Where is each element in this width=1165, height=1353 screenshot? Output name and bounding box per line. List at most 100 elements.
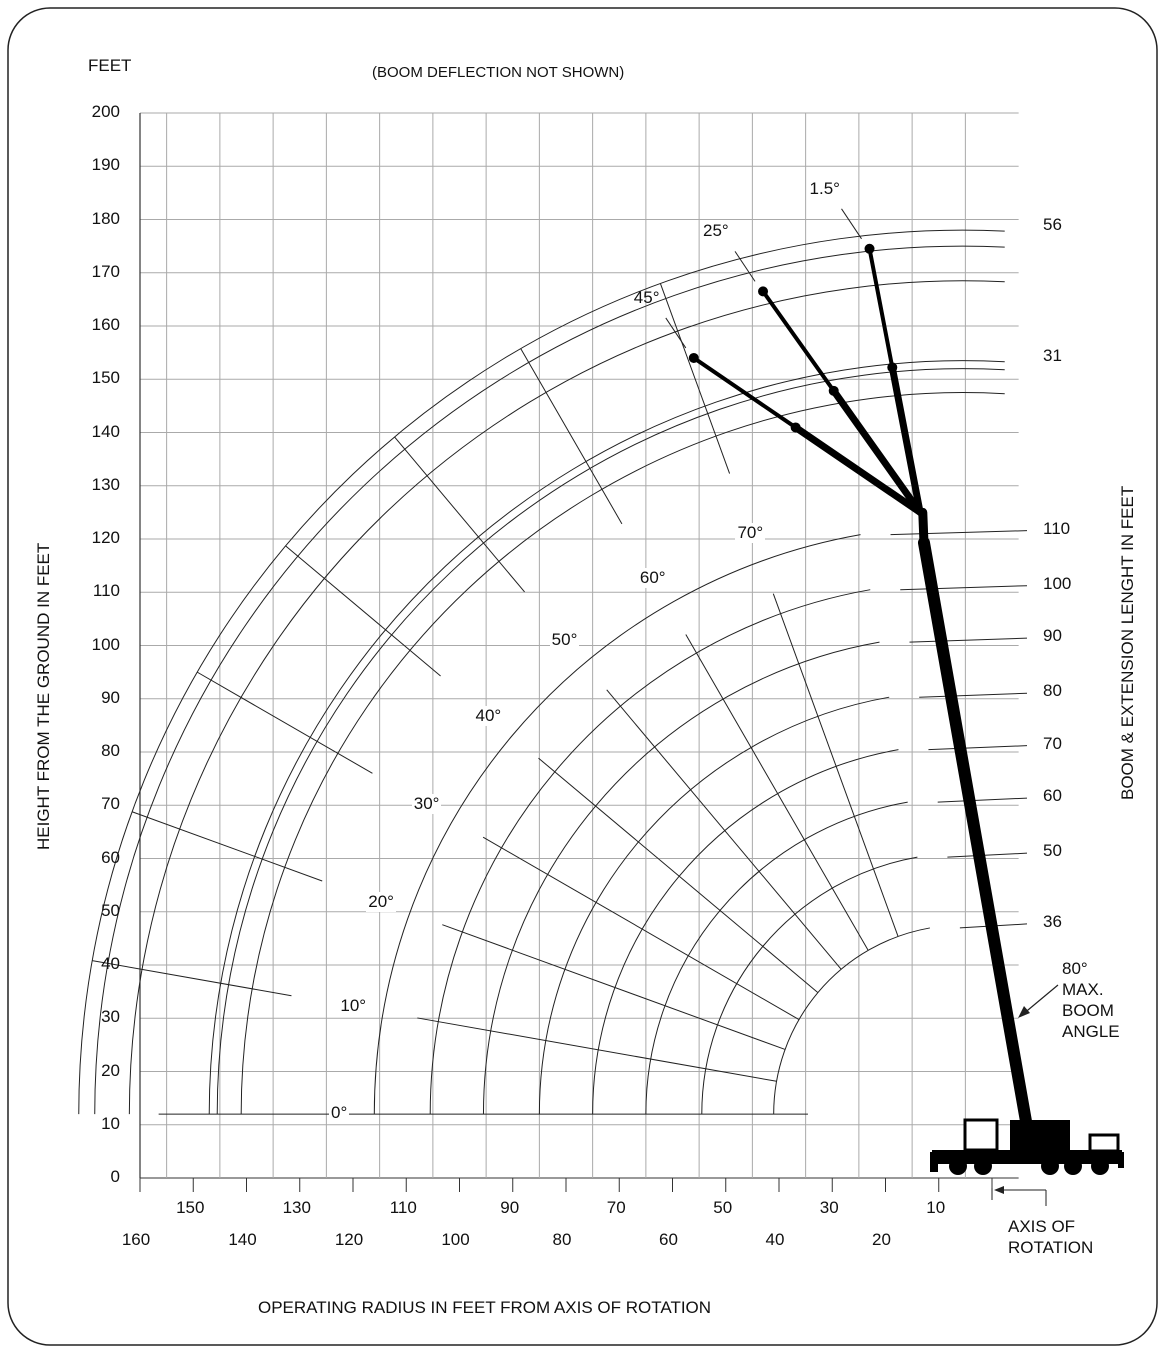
boom-length-leader xyxy=(919,692,1028,698)
x-tick-label: 50 xyxy=(713,1198,733,1217)
max-boom-angle-line: 80° xyxy=(1062,959,1088,978)
max-boom-angle-line: MAX. xyxy=(1062,980,1104,999)
extension-tip xyxy=(688,352,699,363)
boom-angle-label: 60° xyxy=(637,568,668,589)
x-tick-label: 90 xyxy=(500,1198,520,1217)
extension-tip xyxy=(758,286,769,297)
boom-angle-label: 40° xyxy=(473,706,504,727)
y-tick-label: 0 xyxy=(110,1167,120,1186)
boom-angle-label: 50° xyxy=(549,629,580,650)
y-tick-label: 60 xyxy=(101,847,120,867)
boom-angle-line xyxy=(196,671,373,774)
y-tick-label: 200 xyxy=(91,102,120,121)
boom-angle-line xyxy=(482,836,800,1021)
truck-wheel xyxy=(1041,1157,1059,1175)
boom-length-label: 100 xyxy=(1043,573,1072,593)
extension-tip xyxy=(864,243,875,254)
boom-angle-line xyxy=(772,593,899,937)
boom-angle-label: 0° xyxy=(329,1103,350,1124)
x-tick-label: 70 xyxy=(606,1198,626,1217)
x-tick-label: 30 xyxy=(819,1198,839,1217)
truck-wheel xyxy=(974,1157,992,1175)
extension-fly xyxy=(867,246,895,370)
x-tick-label: 10 xyxy=(926,1198,946,1217)
extension-arc xyxy=(128,280,1005,1115)
crane-truck-icon xyxy=(930,1118,1124,1175)
extension-fly xyxy=(691,355,798,430)
x-tick-label: 130 xyxy=(282,1198,311,1217)
y-tick-label: 170 xyxy=(91,261,120,281)
truck-wheel xyxy=(1064,1157,1082,1175)
boom-length-arc xyxy=(373,534,861,1115)
x-tick-label: 40 xyxy=(765,1230,785,1249)
y-tick-label: 120 xyxy=(91,528,120,547)
extension-offset-label: 25° xyxy=(703,221,729,241)
boom-length-label: 90 xyxy=(1043,626,1062,646)
y-axis-label: HEIGHT FROM THE GROUND IN FEET xyxy=(34,542,53,850)
boom-angle-line xyxy=(520,348,623,525)
boom-angle-line xyxy=(442,924,786,1050)
boom-angle-line xyxy=(394,436,525,593)
boom-length-label: 110 xyxy=(1043,518,1071,538)
extension-base xyxy=(792,423,924,516)
grid xyxy=(139,112,1019,1192)
boom-length-leader xyxy=(909,637,1028,643)
x-tick-label: 140 xyxy=(228,1230,257,1249)
extension-base xyxy=(830,387,924,516)
y-tick-label: 180 xyxy=(91,208,120,228)
boom-angle-line xyxy=(131,811,323,882)
x-tick-label: 80 xyxy=(552,1230,572,1249)
boom-length-arc xyxy=(773,927,930,1115)
boom-length-leader xyxy=(900,585,1028,591)
boom-angle-line xyxy=(92,960,292,997)
truck-cab xyxy=(963,1118,999,1152)
boom-angle-label: 70° xyxy=(735,522,766,543)
y-tick-label: 150 xyxy=(91,368,120,388)
boom-head xyxy=(918,507,929,548)
boom-angle-line xyxy=(417,1017,777,1082)
axis-of-rotation-line: AXIS OF xyxy=(1008,1217,1076,1236)
extension-leader xyxy=(665,317,687,349)
boom-angle-line xyxy=(659,283,731,474)
boom-length-label: 60 xyxy=(1043,786,1062,806)
axis-of-rotation-arrowhead xyxy=(994,1186,1004,1194)
x-tick-label: 160 xyxy=(121,1230,151,1249)
outrigger xyxy=(930,1152,938,1172)
crane-house xyxy=(1010,1120,1070,1150)
boom-angle-line xyxy=(685,634,869,951)
y-tick-label: 160 xyxy=(91,315,120,334)
boom-length-arcs xyxy=(78,229,1028,1115)
y-tick-label: 140 xyxy=(91,421,120,441)
x-tick-label: 110 xyxy=(389,1198,417,1217)
extension-base xyxy=(888,363,924,516)
extension-arc xyxy=(240,392,1005,1115)
boom-angle-label: 20° xyxy=(366,891,396,912)
outrigger xyxy=(1118,1152,1124,1168)
extension-offset-label: 45° xyxy=(633,287,660,307)
extension-joint xyxy=(828,385,839,396)
boom-length-leader xyxy=(937,797,1028,803)
boom-angle-line xyxy=(606,689,842,970)
extension-fly xyxy=(761,289,836,393)
x-tick-label: 60 xyxy=(659,1230,678,1249)
y-tick-label: 100 xyxy=(91,634,120,654)
boom-length-label: 80 xyxy=(1043,681,1062,701)
axis-of-rotation-line: ROTATION xyxy=(1008,1238,1094,1257)
x-axis-label: OPERATING RADIUS IN FEET FROM AXIS OF RO… xyxy=(258,1298,712,1317)
max-boom-angle-note: 80° MAX. BOOM ANGLE xyxy=(1062,958,1120,1042)
chart-border xyxy=(7,7,1158,1346)
y-tick-label: 10 xyxy=(101,1113,120,1133)
extension-arc xyxy=(216,368,1005,1115)
y-unit-label: FEET xyxy=(88,56,132,75)
right-axis-label: BOOM & EXTENSION LENGHT IN FEET xyxy=(1118,485,1137,800)
extension-length-label: 31 xyxy=(1043,345,1062,365)
boom-angle-line xyxy=(538,757,819,993)
axis-of-rotation-note: AXIS OF ROTATION xyxy=(1008,1216,1093,1258)
extension-arc xyxy=(208,360,1005,1115)
boom-length-label: 36 xyxy=(1043,911,1062,931)
boom-length-label: 50 xyxy=(1043,841,1062,861)
extension-leader xyxy=(734,251,756,282)
x-tick-label: 20 xyxy=(872,1230,891,1249)
y-tick-label: 110 xyxy=(92,581,120,601)
